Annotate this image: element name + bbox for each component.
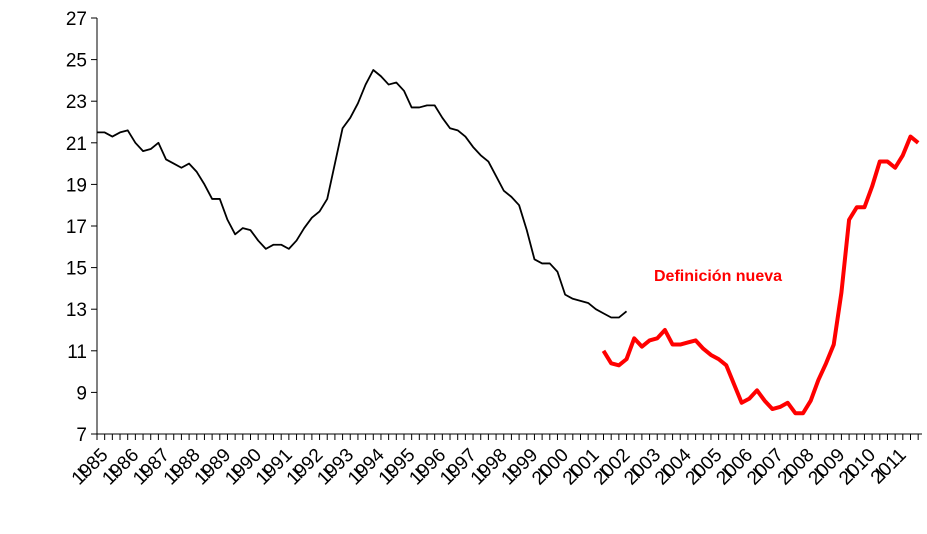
y-tick-label: 25 bbox=[66, 51, 87, 72]
y-tick-label: 21 bbox=[66, 134, 87, 155]
y-tick-label: 17 bbox=[66, 217, 87, 238]
annotation: Definición nueva bbox=[654, 268, 782, 285]
y-tick-label: 27 bbox=[66, 9, 87, 30]
y-tick-label: 23 bbox=[66, 92, 87, 113]
y-tick-label: 11 bbox=[67, 342, 87, 363]
y-tick-label: 15 bbox=[66, 259, 87, 280]
y-tick-label: 7 bbox=[76, 425, 87, 446]
y-tick-label: 19 bbox=[66, 175, 87, 196]
y-tick-label: 13 bbox=[66, 300, 87, 321]
series-line bbox=[97, 69, 628, 319]
series-line bbox=[601, 134, 920, 416]
y-tick-label: 9 bbox=[76, 383, 87, 404]
